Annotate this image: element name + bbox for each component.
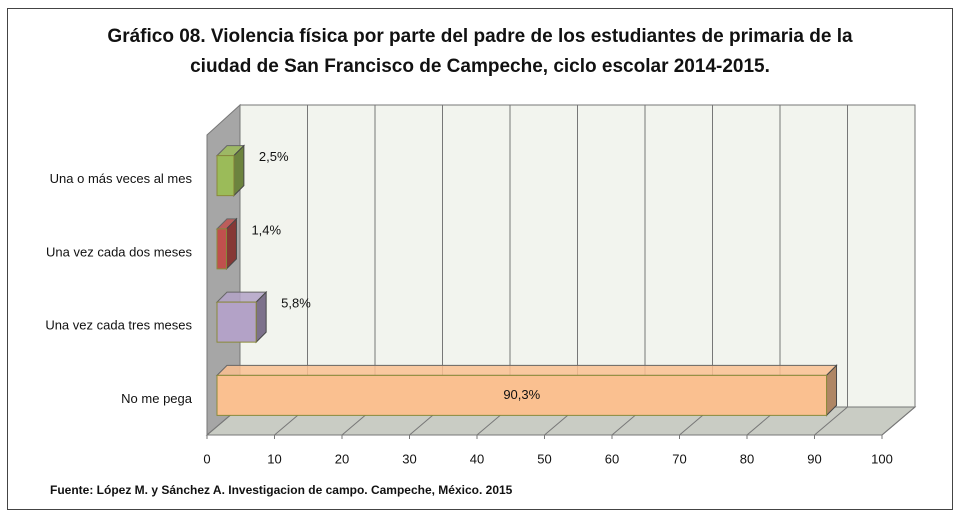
value-label: 5,8% xyxy=(281,296,311,311)
x-tick-label: 60 xyxy=(605,451,619,466)
value-label: 1,4% xyxy=(251,222,281,237)
x-tick-label: 90 xyxy=(807,451,821,466)
x-tick-label: 70 xyxy=(672,451,686,466)
x-tick-label: 30 xyxy=(402,451,416,466)
floor-line xyxy=(814,406,848,436)
bar xyxy=(216,155,235,197)
x-tick-label: 10 xyxy=(267,451,281,466)
chart-frame xyxy=(7,8,953,510)
x-tick-label: 40 xyxy=(470,451,484,466)
x-tick-label: 80 xyxy=(740,451,754,466)
y-tick-label: Una vez cada dos meses xyxy=(46,244,192,259)
y-tick-label: Una o más veces al mes xyxy=(50,171,193,186)
x-tick-label: 50 xyxy=(537,451,551,466)
bar-top xyxy=(215,364,838,376)
y-tick-label: No me pega xyxy=(121,391,193,406)
value-label: 2,5% xyxy=(259,149,289,164)
value-label: 90,3% xyxy=(503,387,540,402)
bar xyxy=(216,301,257,343)
x-tick-label: 20 xyxy=(335,451,349,466)
source-note: Fuente: López M. y Sánchez A. Investigac… xyxy=(50,483,513,497)
bar xyxy=(216,374,828,416)
x-tick-label: 0 xyxy=(203,451,210,466)
y-tick-label: Una vez cada tres meses xyxy=(45,318,192,333)
bar xyxy=(216,228,227,270)
floor-line xyxy=(881,406,916,436)
chart-title: Gráfico 08. Violencia física por parte d… xyxy=(107,26,853,77)
x-tick-label: 100 xyxy=(871,451,893,466)
